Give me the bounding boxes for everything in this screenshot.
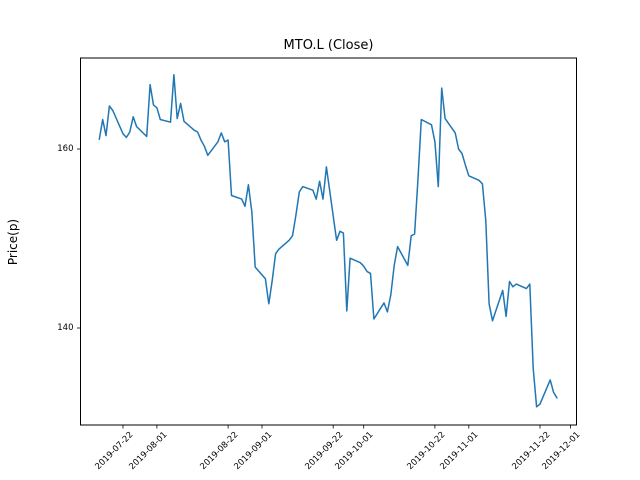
plot-frame <box>80 57 577 426</box>
y-tick-label: 160 <box>57 143 74 154</box>
chart-title: MTO.L (Close) <box>283 38 374 53</box>
price-line <box>98 73 558 408</box>
y-tick-label: 140 <box>57 322 74 333</box>
